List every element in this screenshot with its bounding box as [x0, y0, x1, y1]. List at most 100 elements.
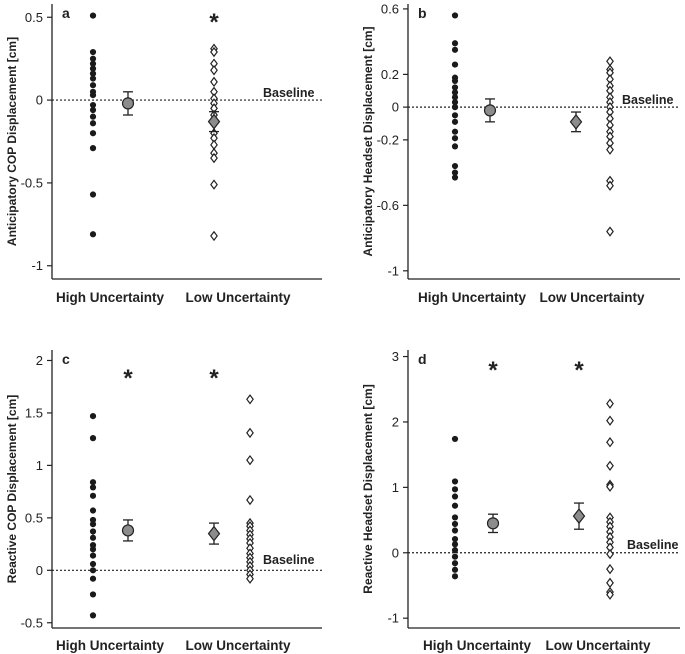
data-point-dot [451, 566, 459, 573]
mean-marker-diamond [569, 113, 583, 130]
x-category-label: High Uncertainty [418, 290, 527, 305]
data-point-dot [451, 520, 459, 528]
data-point-dot [451, 12, 459, 19]
data-point-dot [89, 48, 97, 56]
y-tick-label: 1 [36, 458, 43, 473]
y-tick-label: -0.6 [377, 198, 399, 213]
mean-marker-circle [121, 524, 135, 537]
x-category-label: High Uncertainty [56, 638, 165, 653]
data-point-diamond [606, 144, 614, 155]
y-tick-label: 0.5 [25, 510, 43, 525]
y-axis-label: Anticipatory Headset Displacement [cm] [361, 26, 375, 256]
data-point-dot [89, 231, 97, 238]
y-axis-label: Anticipatory COP Displacement [cm] [5, 37, 19, 246]
data-point-dot [89, 92, 97, 99]
data-point-dot [89, 560, 97, 568]
data-point-dot [451, 169, 459, 176]
y-tick-label: 0 [392, 545, 399, 560]
data-point-diamond [210, 152, 218, 164]
y-tick-label: 0.5 [25, 10, 43, 25]
baseline-label: Baseline [263, 553, 314, 567]
data-point-dot [89, 546, 97, 553]
data-point-dot [451, 104, 459, 111]
data-point-diamond [210, 65, 218, 76]
y-tick-label: -1 [387, 611, 399, 626]
data-point-dot [89, 12, 97, 19]
data-point-dot [451, 112, 459, 119]
data-point-diamond [606, 577, 614, 589]
y-tick-label: 1.5 [25, 405, 43, 420]
panel-c: 2 1.5 1 0.5 0 -0.5 Reactive COP Displacement [… [5, 350, 322, 653]
data-point-dot [451, 502, 459, 509]
data-point-dot [89, 552, 97, 559]
mean-marker-diamond [207, 525, 221, 542]
mean-marker-circle [121, 97, 135, 110]
x-category-label: High Uncertainty [56, 290, 165, 305]
data-point-diamond [246, 494, 254, 506]
y-tick-label: 2 [392, 414, 399, 429]
data-point-dot [451, 535, 459, 543]
data-point-dot [89, 130, 97, 137]
data-point-dot [89, 534, 97, 541]
data-point-dot [89, 412, 97, 420]
data-point-dot [451, 40, 459, 47]
data-point-dot [451, 514, 459, 521]
data-point-dot [451, 84, 459, 91]
data-point-dot [451, 553, 459, 560]
mean-marker-diamond [207, 113, 221, 130]
data-point-dot [89, 479, 97, 486]
x-category-label: High Uncertainty [423, 638, 532, 653]
y-axis-label: Reactive Headset Displacement [cm] [361, 384, 375, 593]
y-tick-label: -0.5 [21, 615, 43, 630]
panel-label: c [62, 351, 70, 367]
significance-star: * [488, 357, 498, 384]
x-category-label: Low Uncertainty [539, 290, 645, 305]
data-point-diamond [606, 460, 614, 471]
data-point-diamond [606, 415, 614, 426]
data-point-dot [89, 507, 97, 514]
data-point-dot [451, 118, 459, 125]
y-tick-label: 0 [36, 93, 43, 108]
data-point-dot [89, 82, 97, 89]
data-point-dot [451, 547, 459, 554]
y-tick-label: 0.2 [381, 67, 399, 82]
data-point-diamond [210, 46, 218, 58]
data-point-dot [451, 527, 459, 534]
data-point-dot [451, 435, 459, 443]
data-point-diamond [246, 394, 254, 405]
data-point-dot [451, 162, 459, 170]
y-tick-label: 3 [392, 349, 399, 364]
data-point-dot [89, 191, 97, 198]
data-point-dot [89, 528, 97, 535]
data-point-dot [451, 61, 459, 68]
data-point-dot [89, 567, 97, 574]
data-point-dot [451, 128, 459, 135]
data-point-diamond [210, 230, 218, 242]
data-point-diamond [606, 180, 614, 191]
data-point-dot [89, 75, 97, 82]
data-point-diamond [210, 179, 218, 190]
significance-star: * [209, 365, 219, 392]
data-point-dot [89, 65, 97, 72]
data-point-dot [451, 135, 459, 142]
panel-label: a [62, 5, 70, 21]
data-point-diamond [606, 589, 614, 600]
panel-a: 0.5 0 -0.5 -1 Anticipatory COP Displacement … [5, 4, 322, 305]
x-category-label: Low Uncertainty [545, 638, 651, 653]
data-point-dot [89, 484, 97, 491]
data-point-dot [451, 573, 459, 580]
data-point-dot [451, 143, 459, 150]
data-point-dot [89, 612, 97, 619]
data-point-dot [451, 77, 459, 85]
panel-label: b [418, 5, 427, 21]
y-tick-label: 0 [392, 100, 399, 115]
data-point-dot [451, 174, 459, 181]
mean-marker-circle [483, 104, 497, 117]
y-tick-label: 1 [392, 480, 399, 495]
data-point-dot [89, 101, 97, 109]
baseline-label: Baseline [263, 86, 314, 100]
data-point-dot [451, 541, 459, 548]
panel-b: 0.6 0.2 0 -0.2 -0.6 -1 Anticipatory Headset Di… [361, 1, 680, 305]
y-axis-label: Reactive COP Displacement [cm] [5, 395, 19, 584]
